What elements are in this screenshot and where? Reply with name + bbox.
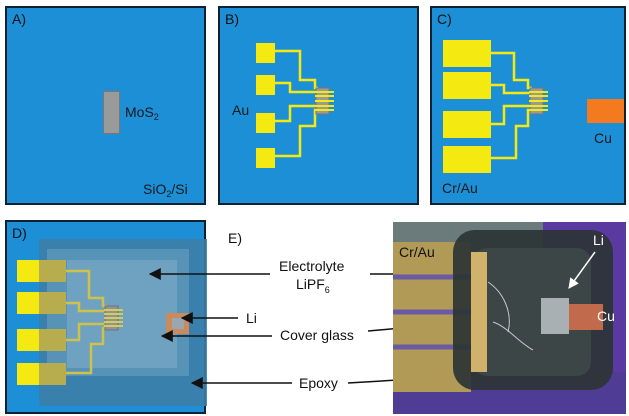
mos2-flake xyxy=(103,91,120,134)
mos2-label-sub: 2 xyxy=(153,112,159,122)
d-pad-1-covered xyxy=(39,260,66,282)
au-label: Au xyxy=(232,102,250,118)
photo-crau-label: Cr/Au xyxy=(399,244,435,260)
panel-b-electrodes xyxy=(256,43,334,168)
au-pad-3 xyxy=(256,113,275,133)
d-pad-3 xyxy=(17,329,39,351)
panel-a-label: A) xyxy=(12,11,26,27)
mos2-label: MoS2 xyxy=(125,104,159,122)
contact-fingers xyxy=(529,91,548,111)
cover-glass-label: Cover glass xyxy=(277,327,357,343)
photo-li-label: Li xyxy=(593,232,604,248)
panel-d-label: D) xyxy=(12,225,27,241)
substrate-label-pre: SiO xyxy=(143,181,167,197)
li-callout-label: Li xyxy=(243,310,260,326)
photo-gold-strip xyxy=(471,252,487,372)
mos2-label-main: MoS xyxy=(125,104,154,120)
panel-c-electrodes xyxy=(443,40,624,173)
panel-b: B) Au xyxy=(218,6,419,205)
d-pad-2 xyxy=(17,292,39,314)
photo-cu-label: Cu xyxy=(597,308,615,324)
d-pad-4-covered xyxy=(39,363,66,385)
panel-d-device xyxy=(17,239,207,406)
substrate-label: SiO2/Si xyxy=(143,181,188,199)
crau-pad-4 xyxy=(443,146,491,173)
panel-c: C) Cu Cr/Au xyxy=(430,6,626,205)
epoxy-label: Epoxy xyxy=(296,375,341,391)
d-pad-3-covered xyxy=(39,329,66,351)
lipf6-label: LiPF6 xyxy=(293,276,333,295)
cu-pad xyxy=(587,99,624,123)
contact-fingers xyxy=(315,91,334,111)
au-pad-4 xyxy=(256,148,275,168)
photo-li-foil xyxy=(541,298,569,334)
device-photo-drawing xyxy=(393,222,626,414)
crau-pad-1 xyxy=(443,40,491,67)
au-pad-1 xyxy=(256,43,275,63)
d-pad-4 xyxy=(17,363,39,385)
panel-b-label: B) xyxy=(225,11,239,27)
panel-a: A) MoS2 SiO2/Si xyxy=(5,6,206,205)
lipf6-sub: 6 xyxy=(324,285,330,295)
contact-fingers xyxy=(104,309,123,327)
crau-pad-2 xyxy=(443,72,491,99)
li-foil xyxy=(172,318,184,329)
electrolyte-label: Electrolyte xyxy=(276,258,348,274)
substrate-label-sub: 2 xyxy=(166,189,172,199)
panel-d: D) xyxy=(5,220,207,414)
crau-label: Cr/Au xyxy=(442,180,478,196)
panel-e-label: E) xyxy=(228,230,242,246)
panel-c-leads xyxy=(490,51,532,160)
device-photo: Cr/Au Li Cu xyxy=(393,222,626,414)
d-pad-2-covered xyxy=(39,292,66,314)
d-pad-1 xyxy=(17,260,39,282)
au-pad-2 xyxy=(256,75,275,95)
substrate-label-post: /Si xyxy=(171,181,188,197)
lipf6-main: LiPF xyxy=(296,276,325,292)
panel-d-leads xyxy=(63,269,107,375)
panel-c-label: C) xyxy=(437,11,452,27)
photo-li-arrow xyxy=(568,251,596,289)
crau-pad-3 xyxy=(443,111,491,138)
photo-traces xyxy=(487,281,534,351)
photo-cover-glass xyxy=(473,248,591,376)
cu-label: Cu xyxy=(594,130,612,146)
